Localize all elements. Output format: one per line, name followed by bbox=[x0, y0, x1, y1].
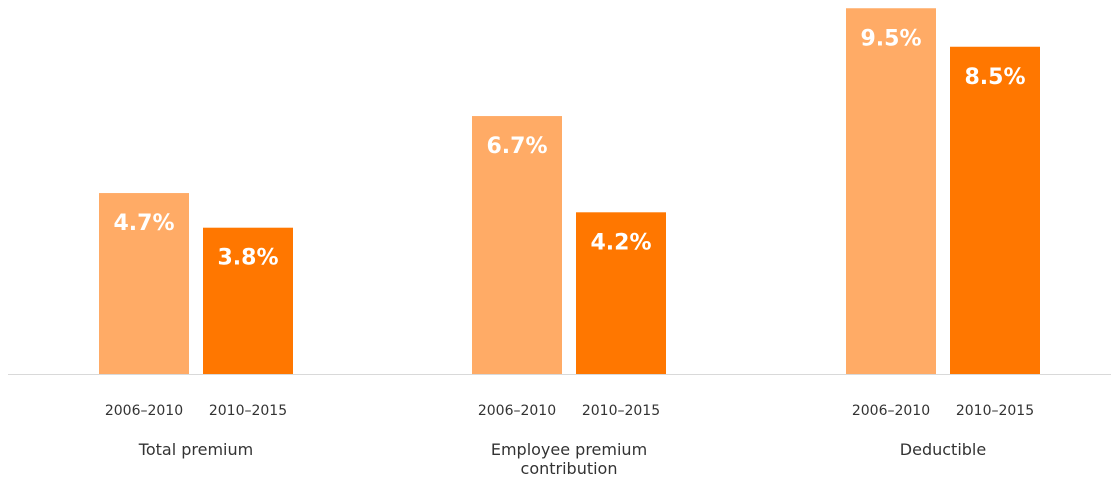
series-tick-label: 2006–2010 bbox=[105, 403, 183, 419]
category-label: Employee premium bbox=[491, 440, 647, 459]
bar-2-series-2 bbox=[576, 212, 666, 374]
data-label: 9.5% bbox=[860, 26, 921, 51]
bar-1-series-1 bbox=[99, 193, 189, 374]
data-label: 4.2% bbox=[590, 230, 651, 255]
bar-2-series-1 bbox=[472, 116, 562, 375]
data-label: 4.7% bbox=[113, 211, 174, 236]
data-label: 6.7% bbox=[486, 134, 547, 159]
bars-layer bbox=[99, 8, 1040, 375]
category-label: Deductible bbox=[900, 440, 986, 459]
series-tick-label: 2010–2015 bbox=[209, 403, 287, 419]
data-label: 3.8% bbox=[217, 246, 278, 271]
labels-layer: 4.7% 2006–2010 3.8% 2010–2015 Total premium 6… bbox=[105, 26, 1034, 478]
category-label: Total premium bbox=[138, 440, 253, 459]
data-label: 8.5% bbox=[964, 65, 1025, 90]
series-tick-label: 2010–2015 bbox=[582, 403, 660, 419]
bar-3-series-1 bbox=[846, 8, 936, 374]
bar-3-series-2 bbox=[950, 46, 1040, 374]
series-tick-label: 2006–2010 bbox=[478, 403, 556, 419]
series-tick-label: 2006–2010 bbox=[852, 403, 930, 419]
series-tick-label: 2010–2015 bbox=[956, 403, 1034, 419]
category-label: contribution bbox=[521, 459, 618, 478]
bar-1-series-2 bbox=[203, 227, 293, 374]
